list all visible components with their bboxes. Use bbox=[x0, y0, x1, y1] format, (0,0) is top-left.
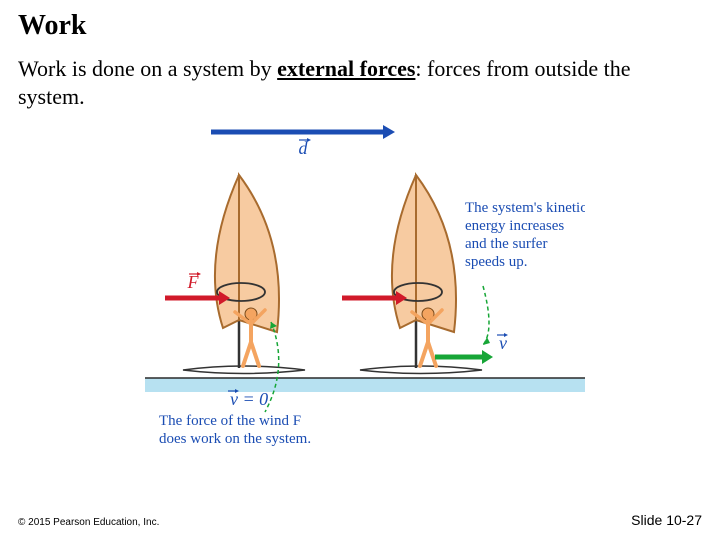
svg-text:and the surfer: and the surfer bbox=[465, 236, 547, 252]
svg-text:The system's kinetic: The system's kinetic bbox=[465, 200, 585, 216]
physics-diagram: dFvv = 0The force of the wind Fdoes work… bbox=[145, 120, 585, 460]
para-bold: external forces bbox=[277, 56, 415, 81]
copyright-text: © 2015 Pearson Education, Inc. bbox=[18, 517, 159, 528]
svg-text:energy increases: energy increases bbox=[465, 218, 564, 234]
svg-text:does work on the system.: does work on the system. bbox=[159, 431, 311, 447]
slide-number: Slide 10-27 bbox=[631, 512, 702, 528]
body-paragraph: Work is done on a system by external for… bbox=[18, 55, 688, 110]
para-pre: Work is done on a system by bbox=[18, 56, 277, 81]
svg-text:The force of the wind F: The force of the wind F bbox=[159, 413, 301, 429]
page-title: Work bbox=[18, 10, 86, 42]
svg-text:speeds up.: speeds up. bbox=[465, 254, 528, 270]
